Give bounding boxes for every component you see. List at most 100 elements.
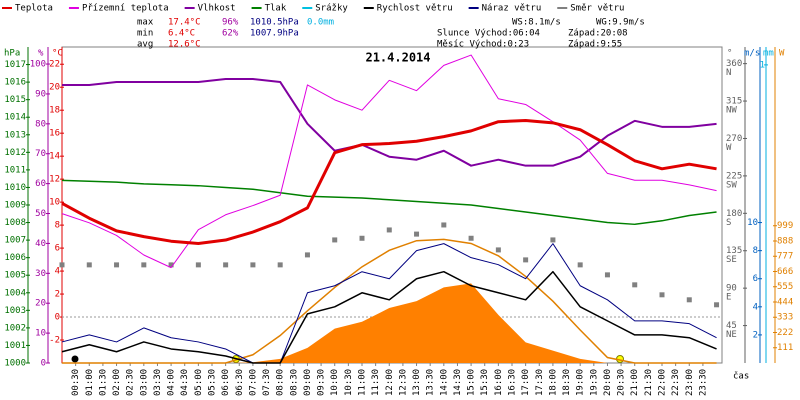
y-tick-label: 1002	[4, 323, 26, 333]
y-tick-label: 10	[49, 198, 60, 208]
y-tick-label: 135	[726, 246, 742, 256]
direction-point	[86, 262, 92, 268]
y-tick-label: 1013	[4, 130, 26, 140]
y-tick-label: 1012	[4, 148, 26, 158]
y-tick-label: 225	[726, 171, 742, 181]
direction-point	[686, 297, 692, 303]
direction-point	[195, 262, 201, 268]
direction-point	[332, 237, 338, 243]
y-tick-label: 100	[30, 60, 46, 70]
x-tick-label: 14:30	[453, 369, 463, 396]
radiation-theoretical	[62, 238, 717, 364]
y-tick-label: 1007	[4, 236, 26, 246]
y-tick-label: 180	[726, 209, 742, 219]
y-tick-label: 20	[49, 83, 60, 93]
y-tick-label: 1010	[4, 183, 26, 193]
y-tick-label: 40	[35, 239, 46, 249]
stat-text: 62%	[222, 29, 239, 39]
y-tick-label: 2	[55, 290, 60, 300]
direction-point	[577, 262, 583, 268]
y-tick-label: 6	[753, 274, 758, 284]
direction-point	[441, 222, 447, 228]
y-tick-label: 1001	[4, 341, 26, 351]
x-tick-label: 15:00	[467, 369, 477, 396]
x-tick-label: 21:30	[644, 369, 654, 396]
x-tick-label: 02:30	[126, 369, 136, 396]
stat-text: 6.4°C	[168, 29, 195, 39]
y-tick-label: 20	[35, 299, 46, 309]
compass-label: W	[726, 143, 732, 153]
x-tick-label: 08:30	[289, 369, 299, 396]
stat-text: avg	[137, 40, 153, 50]
x-tick-label: 22:30	[671, 369, 681, 396]
axis-unit: %	[38, 49, 44, 59]
compass-label: NE	[726, 330, 737, 340]
series-line	[61, 119, 717, 245]
y-tick-label: 777	[777, 252, 793, 262]
stat-text: 96%	[222, 18, 239, 28]
x-tick-label: 19:00	[576, 369, 586, 396]
y-tick-label: 90	[726, 284, 737, 294]
series-line	[61, 179, 717, 226]
x-tick-label: 03:30	[153, 369, 163, 396]
y-tick-label: 1014	[4, 113, 26, 123]
x-tick-label: 03:00	[139, 369, 149, 396]
y-tick-label: 1011	[4, 165, 26, 175]
x-tick-label: 05:30	[208, 369, 218, 396]
x-tick-label: 16:00	[494, 369, 504, 396]
y-tick-label: 2	[753, 330, 758, 340]
direction-point	[523, 257, 529, 263]
x-tick-label: 04:30	[180, 369, 190, 396]
direction-point	[386, 227, 392, 233]
y-tick-label: 360	[726, 59, 742, 69]
y-tick-label: 222	[777, 328, 793, 338]
stat-text: 0.0mm	[307, 18, 334, 28]
y-tick-label: 90	[35, 89, 46, 99]
axis-unit: °	[727, 49, 732, 59]
x-tick-label: 17:00	[521, 369, 531, 396]
compass-label: SE	[726, 255, 737, 265]
compass-label: NW	[726, 106, 737, 116]
direction-point	[114, 262, 120, 268]
x-tick-label: 21:00	[630, 369, 640, 396]
y-tick-label: 555	[777, 282, 793, 292]
compass-label: SW	[726, 180, 737, 190]
direction-point	[632, 282, 638, 288]
x-tick-label: 01:30	[98, 369, 108, 396]
x-tick-label: 19:30	[589, 369, 599, 396]
y-tick-label: 333	[777, 313, 793, 323]
series-line	[62, 77, 717, 167]
x-tick-label: 10:30	[344, 369, 354, 396]
direction-point	[250, 262, 256, 268]
x-tick-label: 01:00	[85, 369, 95, 396]
x-tick-label: 09:00	[303, 369, 313, 396]
x-tick-label: 23:30	[698, 369, 708, 396]
info-text: WS:8.1m/s	[512, 18, 561, 28]
moon-marker	[71, 355, 79, 363]
y-tick-label: 10	[35, 329, 46, 339]
x-tick-label: 08:00	[276, 369, 286, 396]
x-tick-label: 10:00	[330, 369, 340, 396]
direction-point	[604, 272, 610, 278]
y-tick-label: 0	[55, 313, 60, 323]
x-tick-label: 15:30	[480, 369, 490, 396]
direction-point	[495, 247, 501, 253]
y-tick-label: 1	[760, 60, 765, 70]
stat-text: 17.4°C	[168, 18, 201, 28]
axis-unit: W	[779, 49, 785, 59]
stat-text: 1007.9hPa	[250, 29, 299, 39]
x-tick-label: 22:00	[658, 369, 668, 396]
y-tick-label: 444	[777, 297, 793, 307]
x-tick-label: 14:00	[439, 369, 449, 396]
x-tick-label: 17:30	[535, 369, 545, 396]
series-line	[61, 54, 717, 269]
direction-point	[304, 252, 310, 258]
x-tick-label: 18:30	[562, 369, 572, 396]
y-tick-label: 8	[55, 221, 60, 231]
y-tick-label: 1009	[4, 201, 26, 211]
axis-unit: °C	[52, 49, 63, 59]
direction-point	[414, 231, 420, 237]
compass-label: N	[726, 68, 731, 78]
x-tick-label: 05:00	[194, 369, 204, 396]
